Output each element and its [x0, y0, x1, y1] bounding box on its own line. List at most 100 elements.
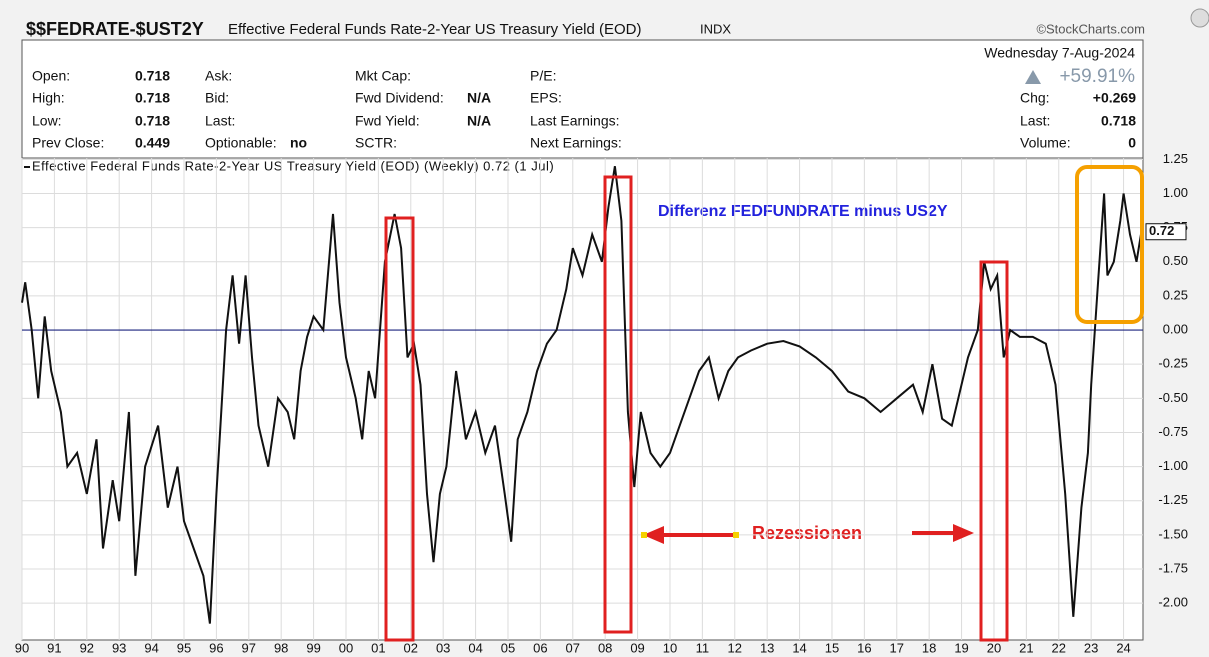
x-tick-label: 13 [760, 640, 774, 655]
y-tick-label: 0.25 [1163, 287, 1188, 302]
x-tick-label: 16 [857, 640, 871, 655]
highlights [384, 165, 1144, 642]
x-tick-label: 92 [80, 640, 94, 655]
info-label: Mkt Cap: [355, 68, 411, 84]
x-tick-label: 21 [1019, 640, 1033, 655]
last-value-label: 0.72 [1149, 223, 1174, 238]
info-value: 0.718 [135, 90, 170, 106]
info-label: Optionable: [205, 135, 277, 151]
x-tick-label: 04 [468, 640, 482, 655]
info-label: Open: [32, 68, 70, 84]
info-label: Last Earnings: [530, 113, 620, 129]
info-value: +0.269 [1093, 90, 1136, 106]
x-tick-label: 09 [630, 640, 644, 655]
x-tick-label: 93 [112, 640, 126, 655]
x-tick-label: 23 [1084, 640, 1098, 655]
x-tick-label: 20 [987, 640, 1001, 655]
x-tick-label: 10 [663, 640, 677, 655]
y-tick-label: -0.75 [1158, 424, 1188, 439]
x-tick-label: 98 [274, 640, 288, 655]
security-name: Effective Federal Funds Rate-2-Year US T… [228, 21, 642, 38]
y-tick-label: 0.50 [1163, 253, 1188, 268]
annotation: Rezessionen [752, 523, 862, 543]
x-tick-label: 90 [15, 640, 29, 655]
x-tick-label: 22 [1052, 640, 1066, 655]
info-label: Next Earnings: [530, 135, 622, 151]
plot-area [21, 157, 1144, 641]
y-tick-label: -0.25 [1158, 356, 1188, 371]
info-label: Prev Close: [32, 135, 104, 151]
info-label: SCTR: [355, 135, 397, 151]
x-tick-label: 00 [339, 640, 353, 655]
arrow-head [643, 526, 664, 544]
x-tick-label: 24 [1116, 640, 1130, 655]
close-icon[interactable] [1190, 8, 1209, 28]
y-tick-label: 1.25 [1163, 151, 1188, 166]
y-tick-label: 1.00 [1163, 185, 1188, 200]
recession-box [603, 175, 633, 634]
credit: ©StockCharts.com [1036, 21, 1145, 36]
info-value: 0.718 [135, 113, 170, 129]
x-tick-label: 07 [566, 640, 580, 655]
info-value: 0.718 [1101, 113, 1136, 129]
x-tick-label: 19 [954, 640, 968, 655]
info-label: Volume: [1020, 135, 1071, 151]
y-tick-label: -1.25 [1158, 492, 1188, 507]
x-tick-label: 05 [501, 640, 515, 655]
info-label: Chg: [1020, 90, 1050, 106]
arrow-head [953, 524, 974, 542]
info-value: 0.718 [135, 68, 170, 84]
info-label: P/E: [530, 68, 556, 84]
legend: Effective Federal Funds Rate-2-Year US T… [32, 158, 554, 173]
recession-box [384, 216, 415, 642]
info-label: Fwd Dividend: [355, 90, 444, 106]
info-label: Low: [32, 113, 62, 129]
info-value: 0.449 [135, 135, 170, 151]
x-tick-label: 94 [144, 640, 158, 655]
info-label: Ask: [205, 68, 232, 84]
x-tick-label: 97 [242, 640, 256, 655]
info-label: Last: [205, 113, 235, 129]
x-tick-label: 06 [533, 640, 547, 655]
info-label: Fwd Yield: [355, 113, 420, 129]
info-label: Last: [1020, 113, 1050, 129]
x-tick-label: 11 [696, 640, 710, 655]
exchange: INDX [700, 21, 731, 36]
marker [733, 532, 739, 538]
info-value: N/A [467, 113, 491, 129]
up-triangle [1025, 70, 1041, 84]
info-value: no [290, 135, 307, 151]
x-tick-label: 14 [792, 640, 806, 655]
y-tick-label: -0.50 [1158, 390, 1188, 405]
info-label: High: [32, 90, 65, 106]
annotation: Differenz FEDFUNDRATE minus US2Y [658, 203, 948, 220]
change-pct: +59.91% [1059, 66, 1135, 87]
y-tick-label: -1.00 [1158, 458, 1188, 473]
info-label: Bid: [205, 90, 229, 106]
y-tick-label: -1.50 [1158, 526, 1188, 541]
x-tick-label: 95 [177, 640, 191, 655]
date: Wednesday 7-Aug-2024 [984, 45, 1135, 61]
marker [641, 532, 647, 538]
info-value: N/A [467, 90, 491, 106]
x-tick-label: 01 [371, 640, 385, 655]
recession-box [979, 260, 1009, 642]
x-tick-label: 08 [598, 640, 612, 655]
info-label: EPS: [530, 90, 562, 106]
x-tick-label: 99 [306, 640, 320, 655]
y-tick-label: -1.75 [1158, 560, 1188, 575]
info-panel [21, 39, 1144, 159]
y-tick-label: -2.00 [1158, 595, 1188, 610]
symbol: $$FEDRATE-$UST2Y [26, 19, 204, 39]
y-tick-label: 0.00 [1163, 321, 1188, 336]
x-tick-label: 02 [404, 640, 418, 655]
info-value: 0 [1128, 135, 1136, 151]
x-tick-label: 17 [890, 640, 904, 655]
x-tick-label: 15 [825, 640, 839, 655]
highlight-box [1075, 165, 1144, 324]
x-tick-label: 96 [209, 640, 223, 655]
last-value-box [1145, 223, 1187, 241]
x-tick-label: 03 [436, 640, 450, 655]
x-tick-label: 91 [47, 640, 61, 655]
